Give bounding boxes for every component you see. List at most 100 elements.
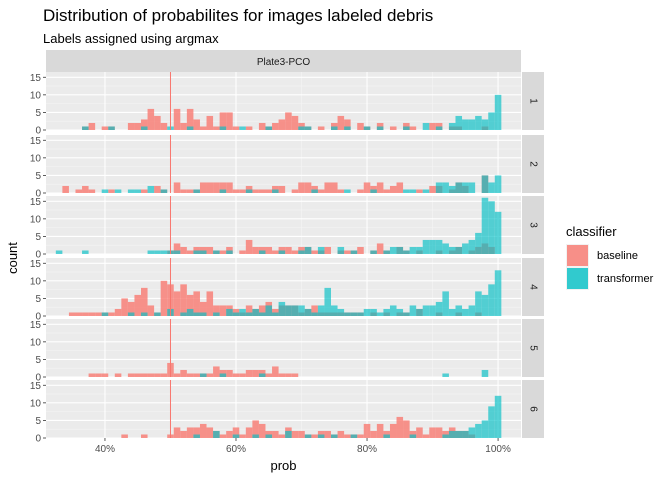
bar-baseline xyxy=(245,305,253,316)
legend-label-transformer: transformer xyxy=(597,273,654,285)
bar-transformer xyxy=(304,308,312,316)
y-tick-label: 15 xyxy=(30,381,42,392)
bar-transformer xyxy=(488,182,495,193)
bar-transformer xyxy=(422,189,430,193)
bar-transformer xyxy=(219,373,227,377)
bar-baseline xyxy=(357,189,364,193)
facet-strip-right xyxy=(522,258,544,316)
bar-baseline xyxy=(389,423,397,438)
bar-transformer xyxy=(455,305,463,316)
bar-baseline xyxy=(396,182,404,193)
bar-baseline xyxy=(317,126,325,130)
bar-transformer xyxy=(285,305,292,316)
facet-strip-right-label: 2 xyxy=(528,161,539,167)
bar-transformer xyxy=(272,312,279,316)
y-tick-label: 10 xyxy=(30,153,42,164)
bar-transformer xyxy=(304,434,312,438)
bar-baseline xyxy=(95,373,102,377)
bar-baseline xyxy=(219,434,227,438)
bar-transformer xyxy=(154,250,161,254)
bar-baseline xyxy=(337,430,345,438)
bar-baseline xyxy=(258,122,266,130)
bar-baseline xyxy=(75,189,83,193)
bar-transformer xyxy=(363,126,371,130)
bar-transformer xyxy=(396,246,404,254)
bar-baseline xyxy=(213,126,220,130)
bar-baseline xyxy=(232,126,240,130)
bar-baseline xyxy=(213,366,220,377)
bar-baseline xyxy=(232,427,240,438)
facet-panel-5: 0 5 10 15 5 xyxy=(30,319,544,384)
bar-baseline xyxy=(311,305,318,316)
bar-baseline xyxy=(141,287,148,316)
bar-transformer xyxy=(481,119,489,130)
bar-transformer xyxy=(311,312,318,316)
bar-baseline xyxy=(127,373,135,377)
bar-baseline xyxy=(272,430,279,438)
bar-transformer xyxy=(409,434,417,438)
bar-transformer xyxy=(344,189,351,193)
bar-transformer xyxy=(455,182,463,193)
bar-transformer xyxy=(455,430,463,438)
bar-transformer xyxy=(154,312,161,316)
bar-transformer xyxy=(481,197,489,254)
bar-baseline xyxy=(199,182,207,193)
bar-transformer xyxy=(429,239,436,254)
bar-baseline xyxy=(226,430,233,438)
bar-baseline xyxy=(134,122,141,130)
bar-transformer xyxy=(252,308,259,316)
bar-transformer xyxy=(475,291,482,316)
bar-transformer xyxy=(422,122,430,130)
bar-transformer xyxy=(481,294,489,316)
bar-baseline xyxy=(95,312,102,316)
bar-baseline xyxy=(291,430,299,438)
bar-baseline xyxy=(101,373,109,377)
bar-baseline xyxy=(252,189,259,193)
bar-baseline xyxy=(134,294,141,316)
bar-transformer xyxy=(344,126,351,130)
bar-transformer xyxy=(455,115,463,130)
bar-baseline xyxy=(396,416,404,438)
bar-baseline xyxy=(245,239,253,254)
bar-transformer xyxy=(494,94,502,130)
y-tick-label: 5 xyxy=(35,108,41,119)
bar-transformer xyxy=(180,312,187,316)
bar-baseline xyxy=(180,369,187,377)
bar-baseline xyxy=(82,312,89,316)
y-tick-label: 15 xyxy=(30,259,42,270)
bar-transformer xyxy=(245,189,253,193)
bar-transformer xyxy=(258,312,266,316)
bar-transformer xyxy=(442,243,449,254)
bar-baseline xyxy=(193,373,200,377)
bar-transformer xyxy=(252,434,259,438)
bar-baseline xyxy=(114,308,122,316)
bar-baseline xyxy=(88,189,96,193)
bar-transformer xyxy=(199,250,207,254)
bar-baseline xyxy=(252,369,259,377)
bar-transformer xyxy=(232,312,240,316)
bar-transformer xyxy=(331,305,338,316)
bar-transformer xyxy=(462,182,469,193)
bar-transformer xyxy=(403,250,410,254)
bar-baseline xyxy=(416,427,423,438)
bar-transformer xyxy=(101,312,109,316)
bar-baseline xyxy=(245,126,253,130)
bar-transformer xyxy=(350,250,358,254)
bar-baseline xyxy=(62,185,69,193)
x-tick-label: 100% xyxy=(485,444,511,455)
bar-baseline xyxy=(258,423,266,438)
bar-baseline xyxy=(239,189,246,193)
bar-baseline xyxy=(108,189,115,193)
bar-transformer xyxy=(127,312,135,316)
bar-transformer xyxy=(272,189,279,193)
bar-baseline xyxy=(409,126,417,130)
bar-transformer xyxy=(147,185,155,193)
bar-baseline xyxy=(291,250,299,254)
y-axis-label: count xyxy=(5,242,20,274)
bar-baseline xyxy=(147,108,155,130)
bar-baseline xyxy=(121,298,128,316)
y-tick-label: 15 xyxy=(30,197,42,208)
bar-baseline xyxy=(173,291,181,316)
y-tick-label: 10 xyxy=(30,276,42,287)
bar-transformer xyxy=(147,250,155,254)
